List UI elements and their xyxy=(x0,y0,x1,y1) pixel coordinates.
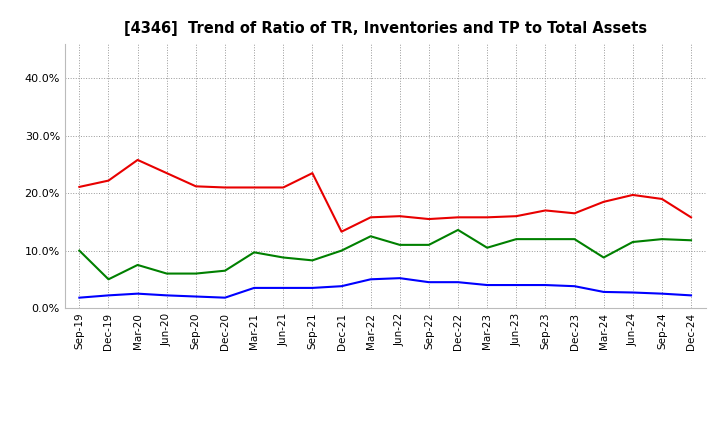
Inventories xyxy=(687,293,696,298)
Trade Payables xyxy=(250,249,258,255)
Inventories xyxy=(512,282,521,288)
Trade Receivables xyxy=(657,196,666,202)
Trade Receivables xyxy=(250,185,258,190)
Trade Payables xyxy=(104,277,113,282)
Trade Receivables xyxy=(425,216,433,222)
Trade Payables xyxy=(629,239,637,245)
Inventories xyxy=(308,285,317,290)
Inventories xyxy=(250,285,258,290)
Trade Receivables xyxy=(75,184,84,190)
Inventories xyxy=(425,279,433,285)
Inventories xyxy=(570,283,579,289)
Inventories xyxy=(133,291,142,296)
Inventories xyxy=(629,290,637,295)
Trade Payables xyxy=(337,248,346,253)
Trade Payables xyxy=(657,236,666,242)
Trade Receivables xyxy=(104,178,113,183)
Trade Payables xyxy=(454,227,462,233)
Line: Trade Payables: Trade Payables xyxy=(79,230,691,279)
Trade Payables xyxy=(599,255,608,260)
Trade Payables xyxy=(279,255,287,260)
Trade Payables xyxy=(483,245,492,250)
Trade Receivables xyxy=(629,192,637,198)
Trade Receivables xyxy=(279,185,287,190)
Inventories xyxy=(220,295,229,301)
Line: Trade Receivables: Trade Receivables xyxy=(79,160,691,232)
Trade Payables xyxy=(133,262,142,268)
Trade Receivables xyxy=(599,199,608,205)
Trade Receivables xyxy=(163,170,171,176)
Trade Payables xyxy=(687,238,696,243)
Trade Payables xyxy=(512,236,521,242)
Trade Payables xyxy=(395,242,404,248)
Trade Receivables xyxy=(337,229,346,235)
Trade Payables xyxy=(366,234,375,239)
Inventories xyxy=(192,294,200,299)
Trade Receivables xyxy=(512,213,521,219)
Inventories xyxy=(337,283,346,289)
Trade Receivables xyxy=(483,215,492,220)
Trade Payables xyxy=(425,242,433,248)
Trade Receivables xyxy=(366,215,375,220)
Trade Receivables xyxy=(395,213,404,219)
Trade Receivables xyxy=(687,215,696,220)
Inventories xyxy=(599,289,608,294)
Trade Payables xyxy=(220,268,229,273)
Inventories xyxy=(104,293,113,298)
Trade Receivables xyxy=(133,157,142,162)
Inventories xyxy=(279,285,287,290)
Line: Inventories: Inventories xyxy=(79,278,691,298)
Trade Payables xyxy=(163,271,171,276)
Inventories xyxy=(454,279,462,285)
Inventories xyxy=(541,282,550,288)
Trade Payables xyxy=(75,248,84,253)
Trade Receivables xyxy=(454,215,462,220)
Trade Receivables xyxy=(192,183,200,189)
Inventories xyxy=(395,275,404,281)
Trade Payables xyxy=(308,258,317,263)
Trade Receivables xyxy=(220,185,229,190)
Trade Payables xyxy=(192,271,200,276)
Trade Payables xyxy=(541,236,550,242)
Title: [4346]  Trend of Ratio of TR, Inventories and TP to Total Assets: [4346] Trend of Ratio of TR, Inventories… xyxy=(124,21,647,36)
Inventories xyxy=(483,282,492,288)
Inventories xyxy=(163,293,171,298)
Inventories xyxy=(75,295,84,301)
Inventories xyxy=(657,291,666,296)
Trade Receivables xyxy=(570,211,579,216)
Trade Receivables xyxy=(541,208,550,213)
Inventories xyxy=(366,277,375,282)
Trade Receivables xyxy=(308,170,317,176)
Trade Payables xyxy=(570,236,579,242)
